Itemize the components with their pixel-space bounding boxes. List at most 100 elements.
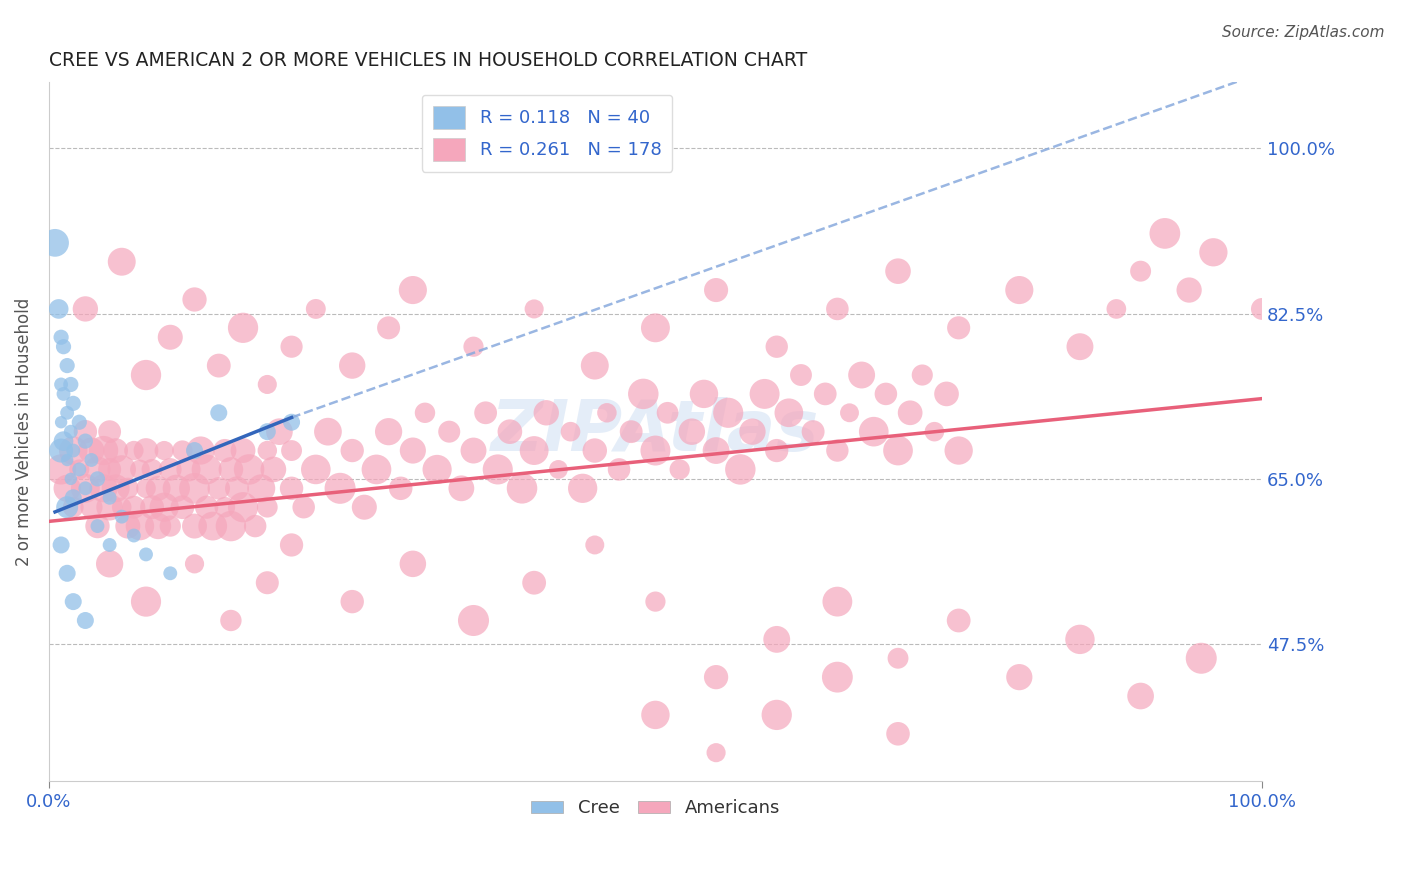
Point	[1202, 245, 1225, 260]
Point	[98, 557, 121, 571]
Point	[280, 415, 302, 429]
Point	[1251, 301, 1274, 316]
Point	[439, 425, 461, 439]
Point	[765, 707, 787, 722]
Point	[159, 566, 181, 581]
Point	[177, 462, 200, 476]
Point	[232, 443, 254, 458]
Point	[141, 500, 163, 515]
Point	[129, 462, 152, 476]
Point	[571, 481, 593, 495]
Point	[86, 519, 108, 533]
Point	[52, 434, 75, 449]
Point	[887, 443, 910, 458]
Point	[499, 425, 522, 439]
Point	[141, 462, 163, 476]
Point	[250, 481, 273, 495]
Point	[814, 387, 837, 401]
Point	[292, 500, 315, 515]
Point	[596, 406, 619, 420]
Point	[560, 425, 582, 439]
Point	[887, 264, 910, 278]
Point	[56, 481, 79, 495]
Point	[122, 528, 145, 542]
Point	[93, 481, 115, 495]
Point	[172, 443, 194, 458]
Point	[389, 481, 412, 495]
Point	[219, 462, 242, 476]
Point	[353, 500, 375, 515]
Point	[1153, 227, 1175, 241]
Point	[208, 359, 231, 373]
Point	[305, 301, 328, 316]
Point	[159, 462, 181, 476]
Point	[924, 425, 946, 439]
Point	[607, 462, 630, 476]
Point	[827, 594, 849, 608]
Point	[159, 330, 181, 344]
Point	[693, 387, 716, 401]
Point	[377, 425, 399, 439]
Point	[195, 462, 218, 476]
Point	[620, 425, 643, 439]
Point	[56, 406, 79, 420]
Point	[948, 443, 970, 458]
Point	[135, 548, 157, 562]
Point	[75, 301, 97, 316]
Point	[214, 443, 236, 458]
Point	[49, 538, 72, 552]
Point	[1069, 340, 1091, 354]
Point	[704, 283, 727, 297]
Point	[104, 481, 127, 495]
Point	[243, 519, 266, 533]
Point	[111, 509, 134, 524]
Point	[402, 283, 425, 297]
Point	[474, 406, 496, 420]
Point	[657, 406, 679, 420]
Point	[80, 453, 103, 467]
Point	[183, 519, 205, 533]
Point	[232, 321, 254, 335]
Point	[75, 481, 97, 495]
Point	[256, 377, 278, 392]
Point	[98, 462, 121, 476]
Text: CREE VS AMERICAN 2 OR MORE VEHICLES IN HOUSEHOLD CORRELATION CHART: CREE VS AMERICAN 2 OR MORE VEHICLES IN H…	[49, 51, 807, 70]
Point	[86, 472, 108, 486]
Point	[838, 406, 860, 420]
Point	[377, 321, 399, 335]
Point	[75, 614, 97, 628]
Point	[219, 614, 242, 628]
Point	[56, 359, 79, 373]
Point	[523, 301, 546, 316]
Point	[117, 481, 139, 495]
Point	[342, 594, 364, 608]
Point	[52, 340, 75, 354]
Point	[49, 462, 72, 476]
Point	[52, 387, 75, 401]
Point	[59, 377, 82, 392]
Point	[67, 415, 90, 429]
Point	[510, 481, 533, 495]
Point	[1069, 632, 1091, 647]
Point	[413, 406, 436, 420]
Point	[214, 500, 236, 515]
Text: Source: ZipAtlas.com: Source: ZipAtlas.com	[1222, 25, 1385, 40]
Point	[62, 443, 84, 458]
Y-axis label: 2 or more Vehicles in Household: 2 or more Vehicles in Household	[15, 298, 32, 566]
Point	[98, 491, 121, 505]
Point	[208, 406, 231, 420]
Point	[67, 462, 90, 476]
Point	[280, 538, 302, 552]
Point	[887, 727, 910, 741]
Point	[1129, 689, 1152, 703]
Point	[801, 425, 824, 439]
Point	[366, 462, 388, 476]
Point	[827, 670, 849, 684]
Point	[935, 387, 957, 401]
Point	[765, 340, 787, 354]
Point	[80, 500, 103, 515]
Point	[1008, 283, 1031, 297]
Point	[56, 453, 79, 467]
Point	[75, 481, 97, 495]
Point	[948, 614, 970, 628]
